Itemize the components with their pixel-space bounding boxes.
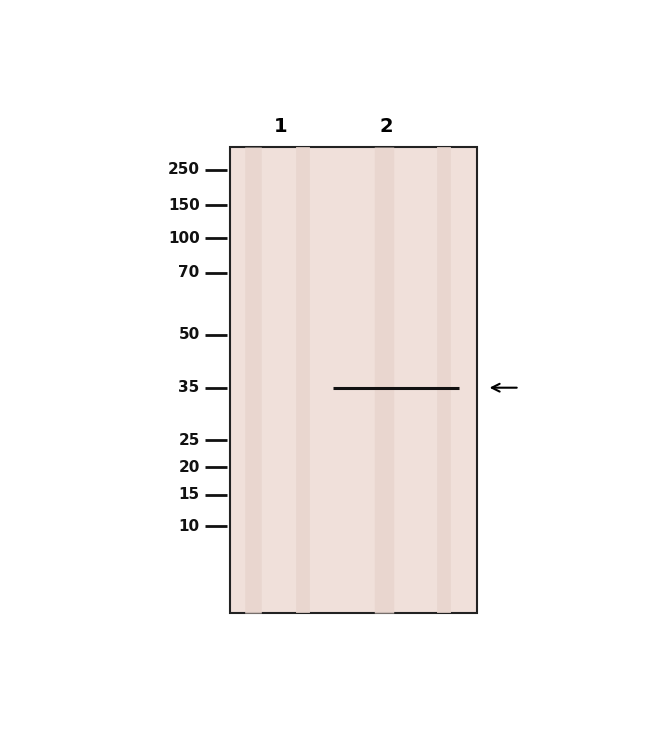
- Text: 150: 150: [168, 198, 200, 212]
- Text: 2: 2: [379, 116, 393, 135]
- Text: 15: 15: [179, 488, 200, 502]
- Bar: [230, 147, 476, 613]
- Text: 10: 10: [179, 519, 200, 534]
- Text: 70: 70: [178, 265, 200, 280]
- Text: 50: 50: [178, 327, 200, 343]
- Text: 35: 35: [178, 380, 200, 395]
- Text: 25: 25: [178, 433, 200, 447]
- Text: 250: 250: [168, 162, 200, 177]
- Text: 100: 100: [168, 231, 200, 246]
- Text: 1: 1: [274, 116, 287, 135]
- Text: 20: 20: [178, 460, 200, 474]
